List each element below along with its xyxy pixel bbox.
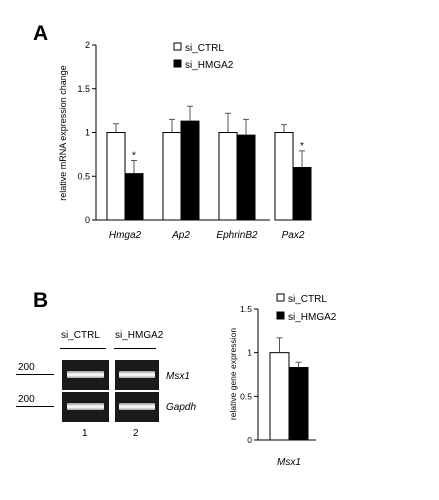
gel-lane-label-hmga2: si_HMGA2: [115, 330, 164, 341]
y-tick-label: 1.5: [240, 304, 252, 314]
y-tick-label: 2: [85, 40, 90, 50]
chart-a: relative mRNA expression change 0 0.5 1 1.5…: [58, 40, 312, 241]
gel-marker-line-top: [16, 374, 54, 375]
y-tick-label: 1: [247, 348, 252, 358]
bar-si-CTRL: [269, 352, 290, 441]
chart-b-ylabel: relative gene expression: [228, 328, 238, 420]
y-tick-label: 0.5: [77, 171, 90, 181]
y-tick-label: 0: [85, 215, 90, 225]
legend-swatch: [276, 293, 285, 302]
y-tick-label: 1: [85, 128, 90, 138]
gel-lane-number-1: 1: [82, 428, 88, 439]
y-tick-label: 1.5: [77, 84, 90, 94]
gel-band: [67, 371, 104, 378]
gel-gene-label-msx1: Msx1: [166, 371, 190, 382]
legend-entry: si_CTRL: [288, 294, 327, 305]
panel-b-letter: B: [33, 289, 49, 312]
legend-entry: si_HMGA2: [185, 60, 234, 71]
significance-marker: *: [300, 141, 304, 152]
legend-swatch: [173, 42, 182, 51]
gel-lane-2-gapdh: [115, 392, 159, 422]
gel-band: [119, 371, 155, 378]
gel-lane-bar-hmga2: [114, 348, 156, 349]
chart-a-ylabel: relative mRNA expression change: [58, 65, 68, 201]
panel-a-letter: A: [33, 22, 49, 45]
gel-lane-label-ctrl: si_CTRL: [61, 330, 100, 341]
category-label: Pax2: [282, 230, 305, 241]
significance-marker: *: [132, 151, 136, 162]
legend-swatch: [276, 311, 285, 320]
gel-lane-number-2: 2: [133, 428, 139, 439]
gel-lane-1-msx1: [62, 360, 109, 390]
gel-marker-label-top: 200: [18, 362, 35, 373]
legend-swatch: [173, 59, 182, 68]
category-label: Hmga2: [109, 230, 142, 241]
gel-lane-1-gapdh: [62, 392, 109, 422]
y-tick-label: 0: [247, 435, 252, 445]
gel-band: [67, 403, 104, 410]
legend-entry: si_HMGA2: [288, 312, 337, 323]
y-tick-label: 0.5: [240, 391, 252, 401]
gel-marker-line-bottom: [16, 406, 54, 407]
gel-marker-label-bottom: 200: [18, 394, 35, 405]
gel-lane-2-msx1: [115, 360, 159, 390]
legend-entry: si_CTRL: [185, 43, 224, 54]
gel-gene-label-gapdh: Gapdh: [166, 402, 197, 413]
category-label: Ap2: [171, 230, 190, 241]
category-label: Msx1: [277, 457, 301, 468]
gel-band: [119, 403, 155, 410]
category-label: EphrinB2: [216, 230, 258, 241]
gel-lane-bar-ctrl: [60, 348, 106, 349]
bar-si-HMGA2: [288, 367, 309, 441]
